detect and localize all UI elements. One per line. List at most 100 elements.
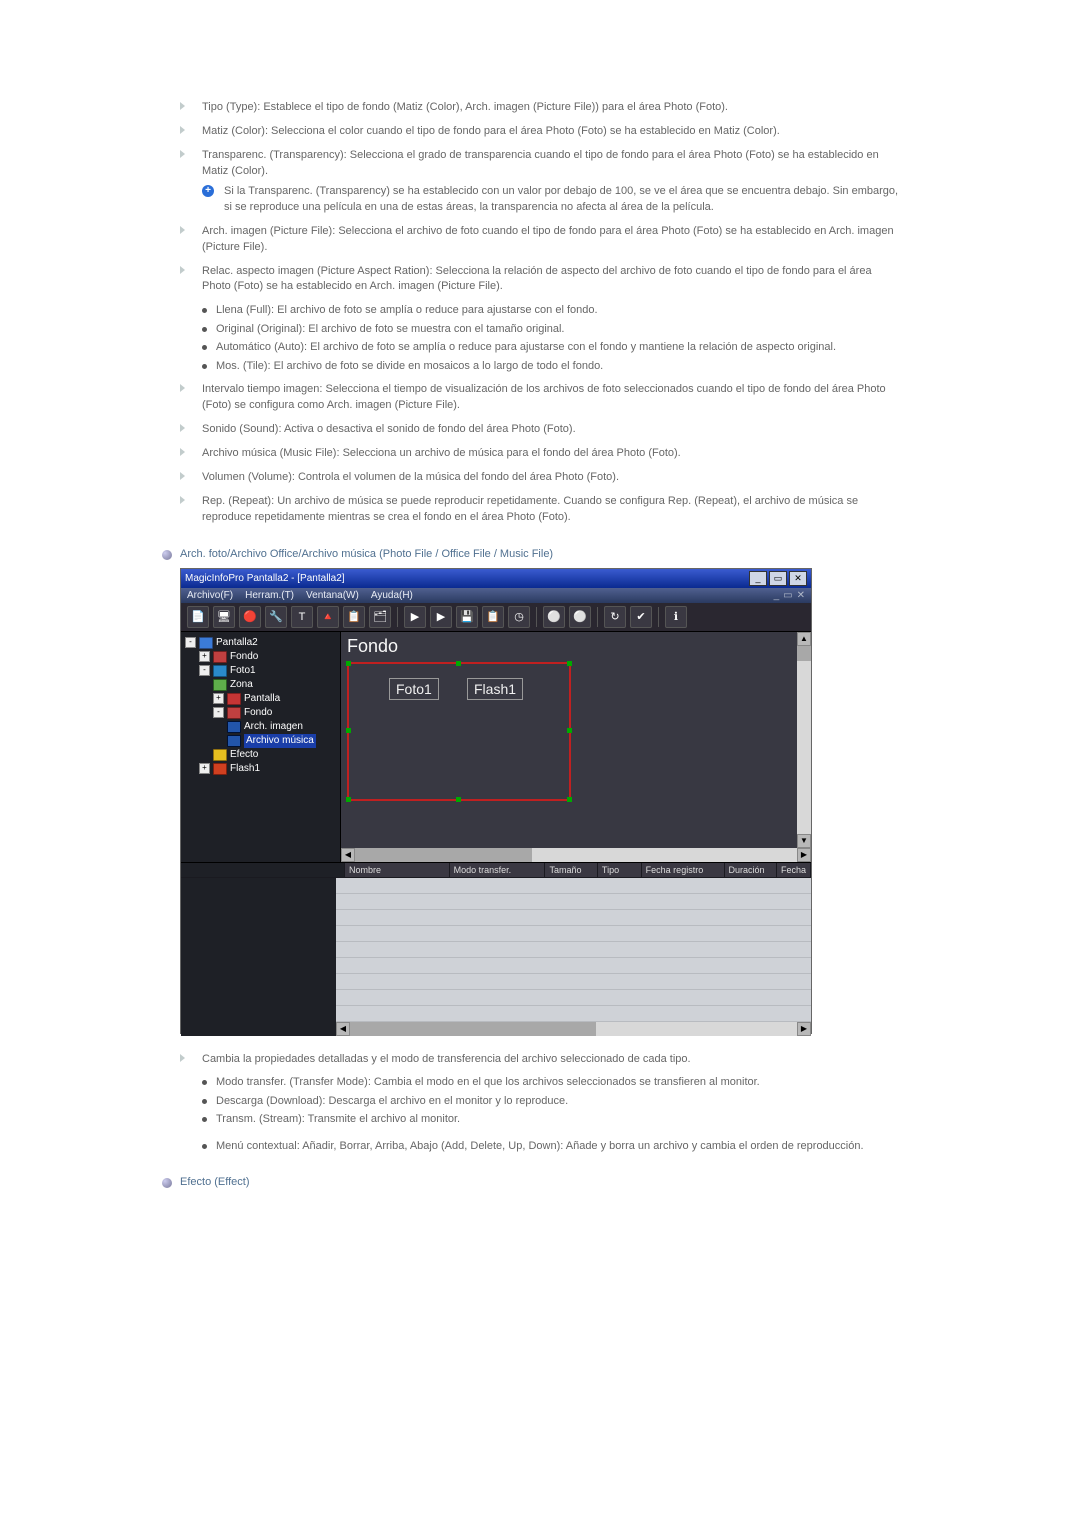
- handle-ml[interactable]: [346, 728, 351, 733]
- close-button[interactable]: ✕: [789, 571, 807, 586]
- grid-row[interactable]: [336, 894, 811, 910]
- app-titlebar[interactable]: MagicInfoPro Pantalla2 - [Pantalla2] _ ▭…: [181, 569, 811, 588]
- grid-row[interactable]: [336, 926, 811, 942]
- scroll-thumb-v[interactable]: [797, 646, 811, 661]
- col-date[interactable]: Fecha: [777, 863, 811, 878]
- grid-scrollbar-h[interactable]: ◀ ▶: [181, 1022, 811, 1036]
- context-menu-options: Menú contextual: Añadir, Borrar, Arriba,…: [202, 1139, 900, 1154]
- tree-screen[interactable]: +Pantalla: [213, 692, 338, 706]
- col-name[interactable]: Nombre: [345, 863, 450, 878]
- grid-row[interactable]: [336, 990, 811, 1006]
- tb-new-icon[interactable]: 📄: [187, 606, 209, 628]
- grid-row[interactable]: [336, 974, 811, 990]
- scroll-thumb-h[interactable]: [355, 848, 532, 862]
- grid-row[interactable]: [336, 878, 811, 894]
- tb-clipboard-icon[interactable]: 📋: [343, 606, 365, 628]
- tree-bg2[interactable]: -Fondo Arch. imagen Archivo música: [213, 706, 338, 748]
- menu-file[interactable]: Archivo(F): [187, 590, 233, 601]
- col-regdate[interactable]: Fecha registro: [642, 863, 725, 878]
- menu-window[interactable]: Ventana(W): [306, 590, 359, 601]
- grid-row[interactable]: [336, 1006, 811, 1022]
- toolbar: 📄 🖥 🔴 🔧 T 🔺 📋 🗂 ▶ ▶ 💾 📋 ◷ ⚪ ⚪ ↻ ✔ ℹ: [181, 603, 811, 632]
- tb-settings-icon[interactable]: 🔧: [265, 606, 287, 628]
- tb-circle1-icon[interactable]: ⚪: [543, 606, 565, 628]
- tb-folder-icon[interactable]: 🗂: [369, 606, 391, 628]
- col-size[interactable]: Tamaño: [545, 863, 597, 878]
- col-type[interactable]: Tipo: [598, 863, 642, 878]
- handle-br[interactable]: [567, 797, 572, 802]
- canvas-scrollbar-h[interactable]: ◀ ▶: [341, 848, 811, 862]
- tree-arch-imagen[interactable]: Arch. imagen: [227, 720, 338, 734]
- item-interval: Intervalo tiempo imagen: Selecciona el t…: [180, 382, 900, 414]
- grid-rows[interactable]: [336, 878, 811, 1022]
- scroll-down-icon[interactable]: ▼: [797, 834, 811, 848]
- item-volume: Volumen (Volume): Controla el volumen de…: [180, 470, 900, 486]
- aspect-original: Original (Original): El archivo de foto …: [202, 322, 900, 337]
- tb-copy-icon[interactable]: 📋: [482, 606, 504, 628]
- tb-text-icon[interactable]: T: [291, 606, 313, 628]
- mdi-close-button[interactable]: ✕: [797, 590, 805, 601]
- handle-tm[interactable]: [456, 661, 461, 666]
- col-mode[interactable]: Modo transfer.: [450, 863, 546, 878]
- tb-play1-icon[interactable]: ▶: [404, 606, 426, 628]
- tree-root[interactable]: -Pantalla2 +Fondo -Foto1 Zona +Pantalla …: [185, 636, 338, 776]
- tb-info-icon[interactable]: ℹ: [665, 606, 687, 628]
- handle-tr[interactable]: [567, 661, 572, 666]
- handle-bm[interactable]: [456, 797, 461, 802]
- canvas-foto-label[interactable]: Foto1: [389, 678, 439, 700]
- tree-foto1[interactable]: -Foto1 Zona +Pantalla -Fondo Arch. image…: [199, 664, 338, 762]
- aspect-tile: Mos. (Tile): El archivo de foto se divid…: [202, 359, 900, 374]
- grid-row[interactable]: [336, 942, 811, 958]
- tree-zone[interactable]: Zona: [213, 678, 338, 692]
- grid-panel: Nombre Modo transfer. Tamaño Tipo Fecha …: [181, 862, 811, 1033]
- menu-help[interactable]: Ayuda(H): [371, 590, 413, 601]
- tb-time-icon[interactable]: ◷: [508, 606, 530, 628]
- item-transparency-text: Transparenc. (Transparency): Selecciona …: [202, 149, 879, 177]
- tb-save-icon[interactable]: 💾: [456, 606, 478, 628]
- tree-music-file[interactable]: Archivo música: [227, 734, 338, 748]
- mdi-controls: _ ▭ ✕: [774, 590, 805, 601]
- tb-shape-icon[interactable]: 🔺: [317, 606, 339, 628]
- handle-bl[interactable]: [346, 797, 351, 802]
- col-duration[interactable]: Duración: [725, 863, 777, 878]
- tb-monitor-icon[interactable]: 🖥: [213, 606, 235, 628]
- canvas-selection-box[interactable]: Foto1 Flash1: [347, 662, 571, 801]
- minimize-button[interactable]: _: [749, 571, 767, 586]
- grid-scroll-right-icon[interactable]: ▶: [797, 1022, 811, 1036]
- toolbar-separator-4: [658, 607, 659, 627]
- menu-tools[interactable]: Herram.(T): [245, 590, 294, 601]
- section-effect-header: Efecto (Effect): [162, 1176, 900, 1188]
- grid-row[interactable]: [336, 958, 811, 974]
- tree-bg[interactable]: +Fondo: [199, 650, 338, 664]
- transparency-note: + Si la Transparenc. (Transparency) se h…: [202, 184, 900, 216]
- tb-record-icon[interactable]: 🔴: [239, 606, 261, 628]
- maximize-button[interactable]: ▭: [769, 571, 787, 586]
- tb-play2-icon[interactable]: ▶: [430, 606, 452, 628]
- handle-mr[interactable]: [567, 728, 572, 733]
- handle-tl[interactable]: [346, 661, 351, 666]
- transparency-note-text: Si la Transparenc. (Transparency) se ha …: [224, 185, 898, 213]
- mdi-restore-button[interactable]: ▭: [783, 590, 792, 601]
- toolbar-separator-3: [597, 607, 598, 627]
- tb-circle2-icon[interactable]: ⚪: [569, 606, 591, 628]
- canvas-flash-label[interactable]: Flash1: [467, 678, 523, 700]
- grid-scroll-left-icon[interactable]: ◀: [336, 1022, 350, 1036]
- aspect-auto: Automático (Auto): El archivo de foto se…: [202, 340, 900, 355]
- document-page: Tipo (Type): Establece el tipo de fondo …: [0, 0, 1080, 1396]
- toolbar-separator: [397, 607, 398, 627]
- canvas-panel[interactable]: Fondo Foto1 Flash1 ▲ ▼: [341, 632, 811, 862]
- tb-undo-icon[interactable]: ↻: [604, 606, 626, 628]
- scroll-right-icon[interactable]: ▶: [797, 848, 811, 862]
- tb-apply-icon[interactable]: ✔: [630, 606, 652, 628]
- mdi-minimize-button[interactable]: _: [774, 590, 780, 601]
- scroll-left-icon[interactable]: ◀: [341, 848, 355, 862]
- grid-row[interactable]: [336, 910, 811, 926]
- scroll-up-icon[interactable]: ▲: [797, 632, 811, 646]
- tree-flash[interactable]: +Flash1: [199, 762, 338, 776]
- canvas-scrollbar-v[interactable]: ▲ ▼: [797, 632, 811, 848]
- opt-context-menu: Menú contextual: Añadir, Borrar, Arriba,…: [202, 1139, 900, 1154]
- item-sound: Sonido (Sound): Activa o desactiva el so…: [180, 422, 900, 438]
- tree-effect[interactable]: Efecto: [213, 748, 338, 762]
- item-aspect-text: Relac. aspecto imagen (Picture Aspect Ra…: [202, 265, 872, 293]
- grid-scroll-thumb[interactable]: [350, 1022, 596, 1036]
